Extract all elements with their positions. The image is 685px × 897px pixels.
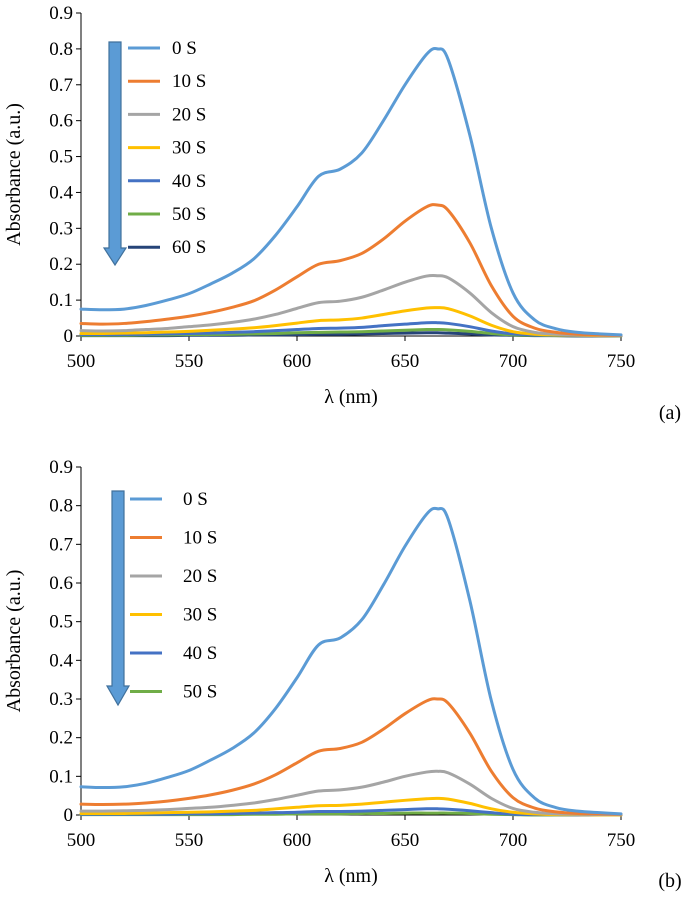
y-axis-title: Absorbance (a.u.) — [3, 570, 25, 713]
y-tick-label: 0.2 — [49, 254, 73, 275]
x-tick-label: 700 — [499, 830, 528, 851]
y-tick-label: 0.3 — [49, 689, 73, 710]
y-tick-label: 0.9 — [49, 3, 73, 24]
legend-label: 50 S — [183, 682, 217, 703]
series-line-20s — [79, 769, 623, 817]
legend-label: 40 S — [183, 643, 217, 664]
x-axis-title: λ (nm) — [324, 386, 378, 408]
legend: 0 S 10 S 20 S 30 S 40 S 50 S 60 S — [128, 38, 206, 258]
x-tick-label: 550 — [175, 830, 204, 851]
y-tick-label: 0 — [64, 805, 74, 826]
y-tick-label: 0.3 — [49, 218, 73, 239]
y-tick-label: 0 — [64, 326, 74, 347]
legend-label: 20 S — [183, 566, 217, 587]
y-tick-label: 0.8 — [49, 496, 73, 517]
legend-label: 50 S — [172, 204, 206, 225]
series-line-30s — [79, 796, 623, 817]
arrow-down-icon — [105, 490, 131, 707]
x-tick-label: 500 — [67, 830, 96, 851]
y-tick-label: 0.7 — [49, 534, 73, 555]
x-tick-label: 650 — [391, 830, 420, 851]
legend-label: 0 S — [183, 489, 208, 510]
legend-label: 60 S — [172, 237, 206, 258]
series-line-20s — [79, 273, 623, 338]
panel-label: (b) — [658, 870, 681, 892]
legend: 0 S 10 S 20 S 30 S 40 S 50 S — [130, 489, 217, 703]
x-tick-label: 600 — [283, 830, 312, 851]
chart-panel-b: 0 0.1 0.2 0.3 0.4 0.5 0.6 0.7 0.8 0.9 500 550 600 650… — [3, 457, 682, 892]
x-tick-label: 600 — [283, 351, 312, 372]
legend-label: 0 S — [172, 38, 197, 59]
y-axis-title: Absorbance (a.u.) — [3, 103, 25, 246]
legend-label: 40 S — [172, 171, 206, 192]
legend-label: 30 S — [172, 138, 206, 159]
y-tick-label: 0.8 — [49, 39, 73, 60]
x-tick-label: 750 — [607, 830, 636, 851]
chart-panel-a: 0 0.1 0.2 0.3 0.4 0.5 0.6 0.7 0.8 0.9 500 550 600 650… — [3, 3, 681, 424]
y-tick-label: 0.4 — [49, 650, 73, 671]
panel-label: (a) — [659, 402, 681, 424]
y-tick-label: 0.5 — [49, 612, 73, 633]
x-axis-title: λ (nm) — [324, 865, 378, 887]
series-line-30s — [79, 306, 623, 338]
arrow-down-icon — [102, 41, 128, 267]
y-tick-label: 0.6 — [49, 573, 73, 594]
x-tick-label: 550 — [175, 351, 204, 372]
y-tick-label: 0.1 — [49, 766, 73, 787]
series-line-10s — [79, 697, 623, 816]
y-tick-label: 0.5 — [49, 147, 73, 168]
y-tick-label: 0.1 — [49, 290, 73, 311]
x-tick-label: 650 — [391, 351, 420, 372]
x-tick-label: 500 — [67, 351, 96, 372]
x-tick-label: 750 — [607, 351, 636, 372]
legend-label: 10 S — [172, 71, 206, 92]
y-tick-label: 0.6 — [49, 111, 73, 132]
legend-label: 30 S — [183, 605, 217, 626]
legend-label: 10 S — [183, 528, 217, 549]
x-tick-label: 700 — [499, 351, 528, 372]
legend-label: 20 S — [172, 104, 206, 125]
y-tick-label: 0.2 — [49, 728, 73, 749]
series-line-0s — [79, 47, 623, 337]
y-tick-label: 0.4 — [49, 182, 73, 203]
series-line-0s — [79, 506, 623, 816]
y-tick-label: 0.7 — [49, 75, 73, 96]
series-line-10s — [79, 203, 623, 337]
y-tick-label: 0.9 — [49, 457, 73, 478]
